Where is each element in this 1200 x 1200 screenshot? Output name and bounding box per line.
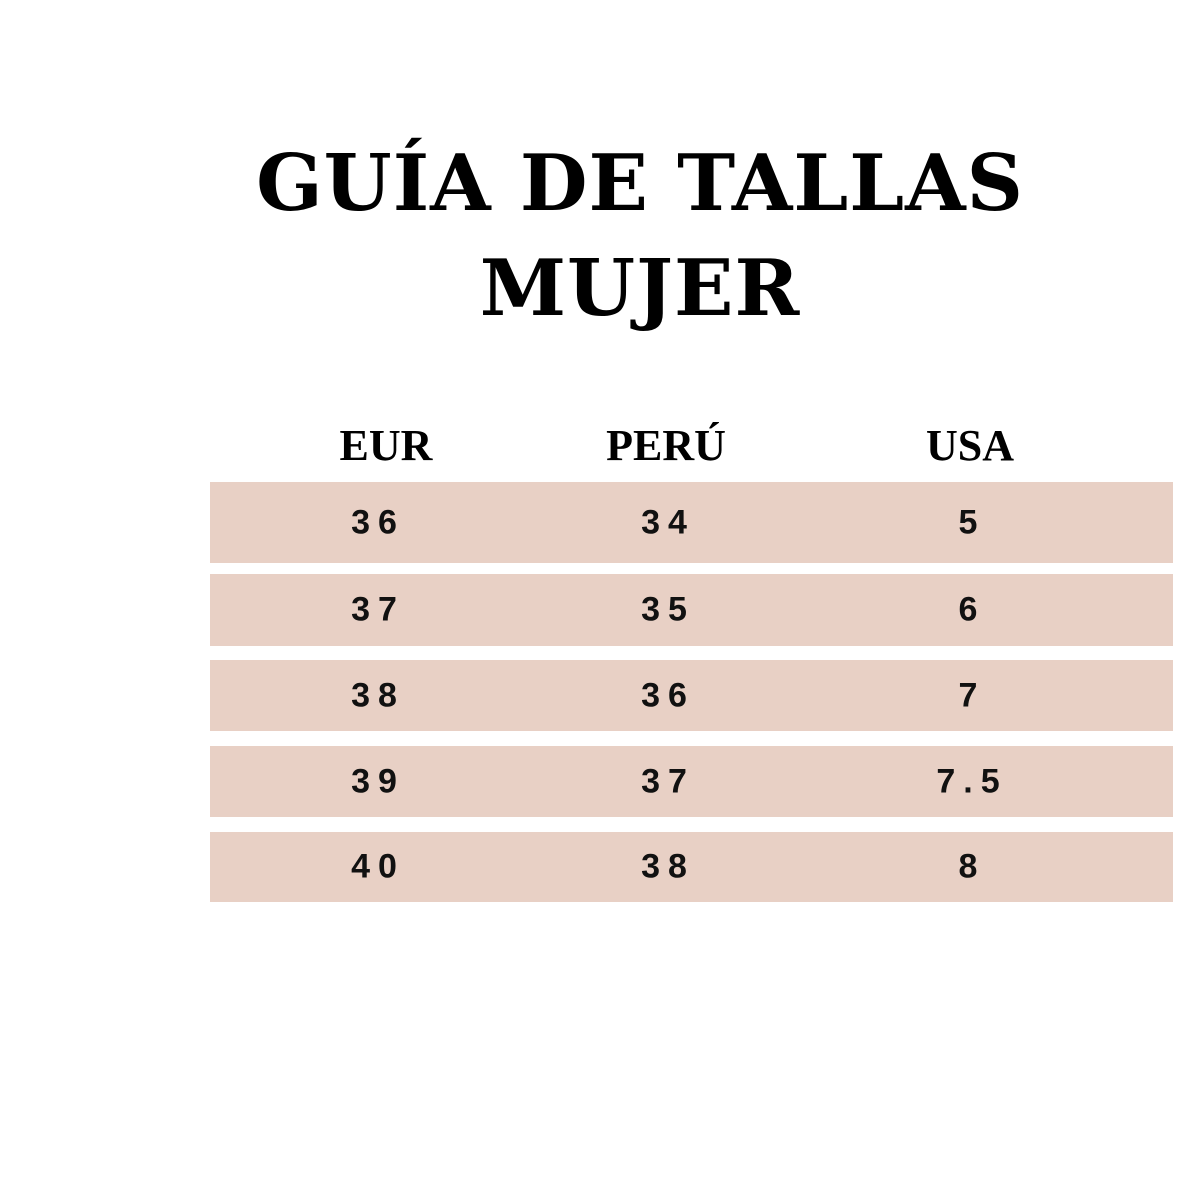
cell-eur: 36 [351, 503, 405, 541]
table-row: 36 34 5 [210, 482, 1173, 563]
cell-peru: 38 [641, 847, 695, 886]
cell-peru: 36 [641, 676, 695, 714]
table-row: 37 35 6 [210, 574, 1173, 646]
header-usa: USA [925, 421, 1015, 470]
title-line-2: MUJER [479, 243, 801, 334]
cell-eur: 37 [351, 590, 405, 629]
header-peru: PERÚ [606, 421, 726, 470]
cell-peru: 37 [641, 762, 695, 800]
title-line-1: GUÍA DE TALLAS [256, 138, 1024, 229]
cell-peru: 34 [641, 503, 695, 541]
cell-eur: 38 [351, 676, 405, 714]
cell-eur: 39 [351, 762, 405, 800]
cell-peru: 35 [641, 590, 695, 629]
cell-usa: 8 [958, 847, 986, 886]
table-row: 38 36 7 [210, 660, 1173, 731]
cell-usa: 6 [958, 590, 986, 629]
cell-eur: 40 [351, 847, 405, 886]
cell-usa: 7 [958, 676, 986, 714]
table-row: 39 37 7.5 [210, 746, 1173, 817]
cell-usa: 7.5 [936, 762, 1008, 800]
table-row: 40 38 8 [210, 832, 1173, 902]
header-eur: EUR [339, 421, 433, 470]
cell-usa: 5 [958, 503, 986, 541]
